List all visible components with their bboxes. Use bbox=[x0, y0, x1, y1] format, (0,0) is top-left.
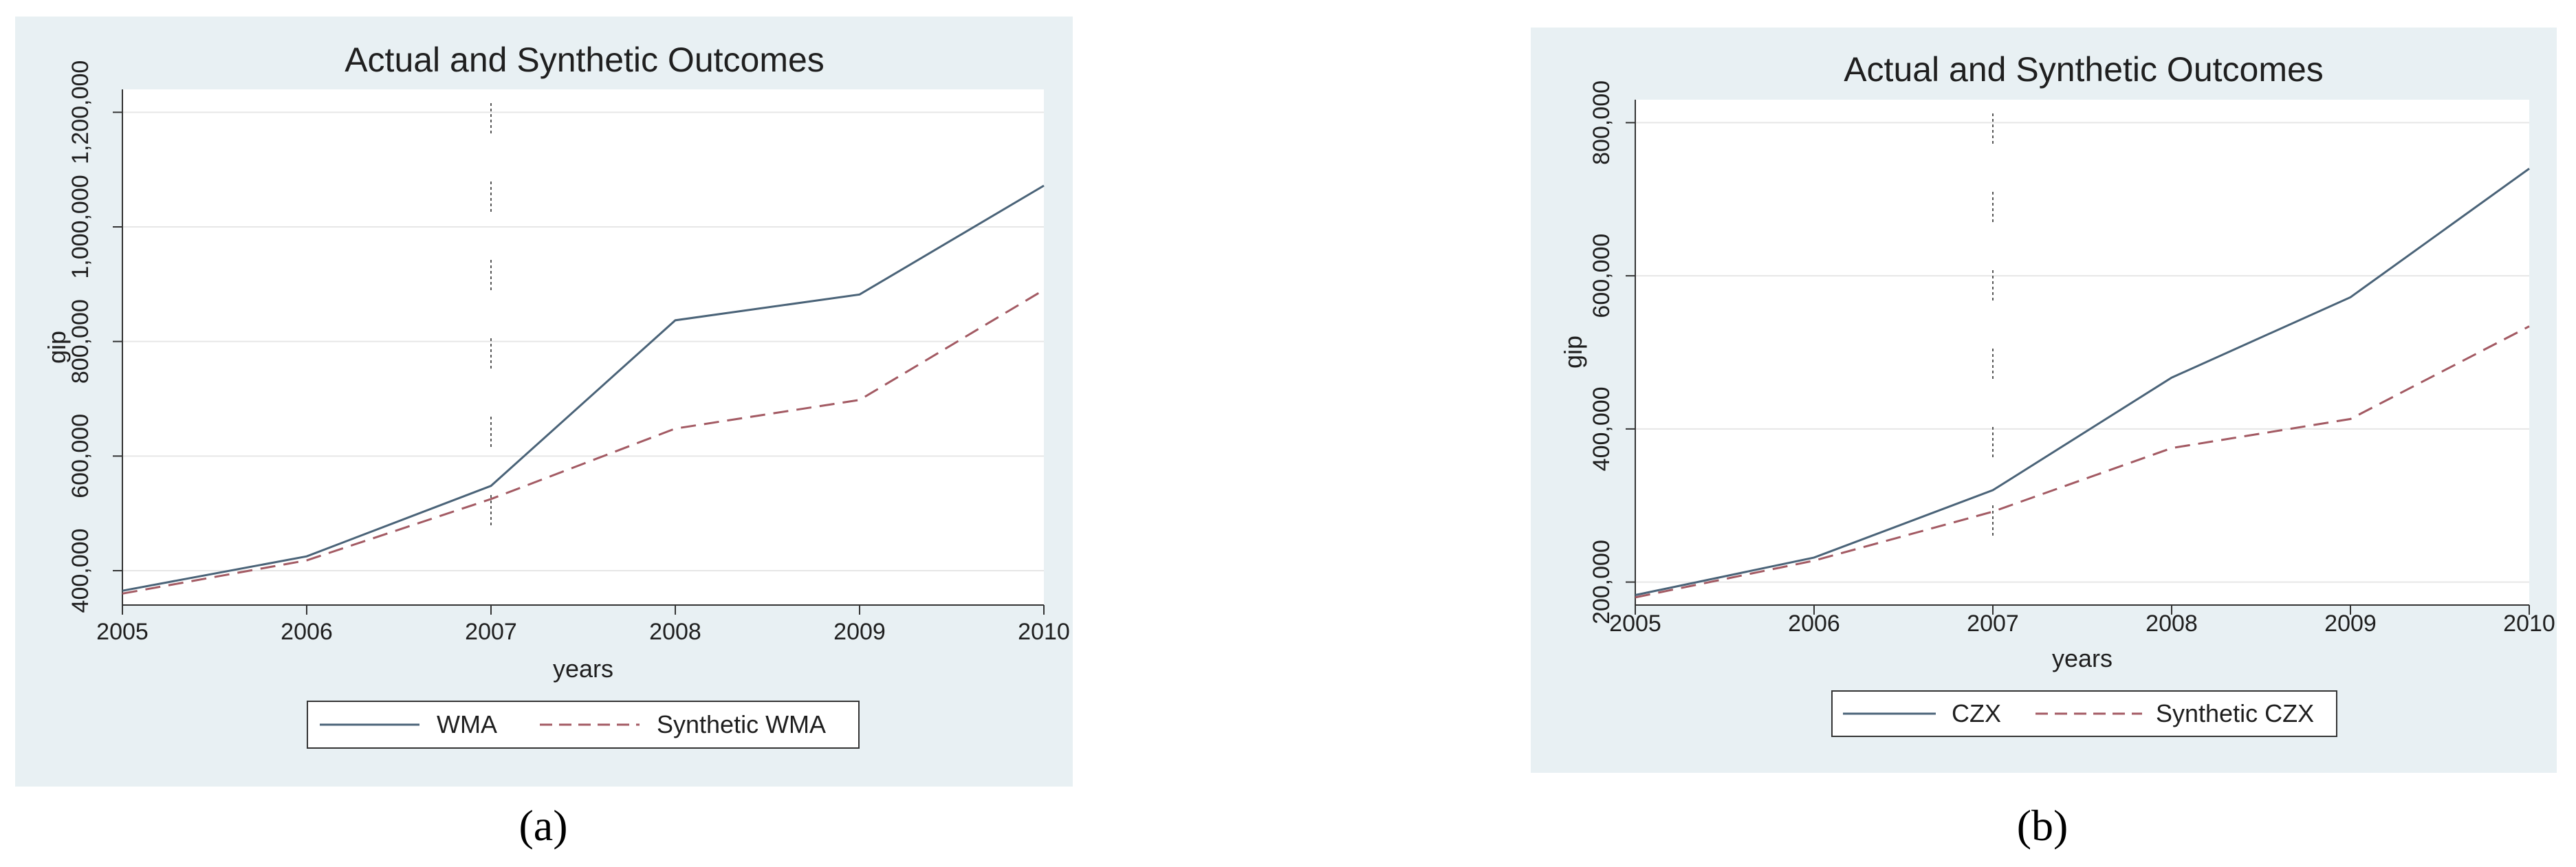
panel-a-legend-label-actual: WMA bbox=[437, 710, 497, 738]
series-line-synthetic bbox=[1635, 325, 2530, 599]
chart-panel-a: Actual and Synthetic Outcomes 400,000 600… bbox=[15, 17, 1073, 787]
x-tick-label: 2009 bbox=[833, 619, 886, 645]
panel-a-series bbox=[122, 184, 1045, 595]
x-tick-label: 2005 bbox=[96, 619, 149, 645]
panel-a-x-label: years bbox=[553, 655, 613, 683]
panel-b-legend: CZX Synthetic CZX bbox=[1831, 690, 2337, 737]
panel-a-legend-label-synthetic: Synthetic WMA bbox=[657, 710, 826, 738]
panel-a-y-label: gip bbox=[43, 331, 71, 364]
panel-a-title: Actual and Synthetic Outcomes bbox=[345, 41, 825, 79]
x-tick-label: 2010 bbox=[2503, 611, 2555, 637]
caption-a: (a) bbox=[519, 801, 567, 850]
panel-a-y-ticks: 400,000 600,000 800,000 1,000,000 1,200,000 bbox=[67, 61, 122, 613]
y-tick-label: 400,000 bbox=[1589, 386, 1615, 471]
y-tick-label: 400,000 bbox=[67, 529, 94, 613]
panel-a-x-ticks: 2005 2006 2007 2008 2009 2010 bbox=[96, 605, 1070, 645]
panel-a-plot-area bbox=[122, 89, 1044, 605]
chart-panel-b: Actual and Synthetic Outcomes 200,000 400… bbox=[1531, 28, 2557, 773]
x-tick-label: 2007 bbox=[465, 619, 517, 645]
y-tick-label: 200,000 bbox=[1589, 540, 1615, 624]
x-tick-label: 2010 bbox=[1018, 619, 1070, 645]
panel-b-series bbox=[1635, 168, 2530, 599]
x-tick-label: 2008 bbox=[649, 619, 701, 645]
y-tick-label: 1,000,000 bbox=[67, 175, 94, 278]
panel-b-x-ticks: 2005 2006 2007 2008 2009 2010 bbox=[1609, 605, 2555, 637]
panel-b-y-ticks: 200,000 400,000 600,000 800,000 bbox=[1589, 80, 1635, 624]
series-line-actual bbox=[1635, 168, 2530, 596]
x-tick-label: 2008 bbox=[2146, 611, 2198, 637]
panel-b-y-label: gip bbox=[1559, 336, 1587, 369]
series-line-synthetic bbox=[122, 289, 1045, 595]
panel-b-plot-area bbox=[1635, 100, 2529, 605]
panel-a-legend: WMA Synthetic WMA bbox=[307, 701, 860, 749]
panel-b-x-label: years bbox=[2052, 644, 2113, 672]
y-tick-label: 600,000 bbox=[67, 414, 94, 498]
y-tick-label: 800,000 bbox=[67, 299, 94, 384]
x-tick-label: 2006 bbox=[281, 619, 333, 645]
y-tick-label: 600,000 bbox=[1589, 234, 1615, 318]
series-line-actual bbox=[122, 184, 1045, 592]
panel-b-title: Actual and Synthetic Outcomes bbox=[1844, 50, 2324, 89]
x-tick-label: 2005 bbox=[1609, 611, 1661, 637]
panel-b-legend-label-synthetic: Synthetic CZX bbox=[2156, 699, 2314, 727]
panel-a-gridlines bbox=[122, 111, 1044, 571]
panel-b-legend-label-actual: CZX bbox=[1952, 699, 2001, 727]
caption-b: (b) bbox=[2017, 801, 2069, 850]
x-tick-label: 2007 bbox=[1967, 611, 2019, 637]
y-tick-label: 1,200,000 bbox=[67, 61, 94, 164]
x-tick-label: 2009 bbox=[2324, 611, 2377, 637]
y-tick-label: 800,000 bbox=[1589, 80, 1615, 165]
x-tick-label: 2006 bbox=[1788, 611, 1840, 637]
